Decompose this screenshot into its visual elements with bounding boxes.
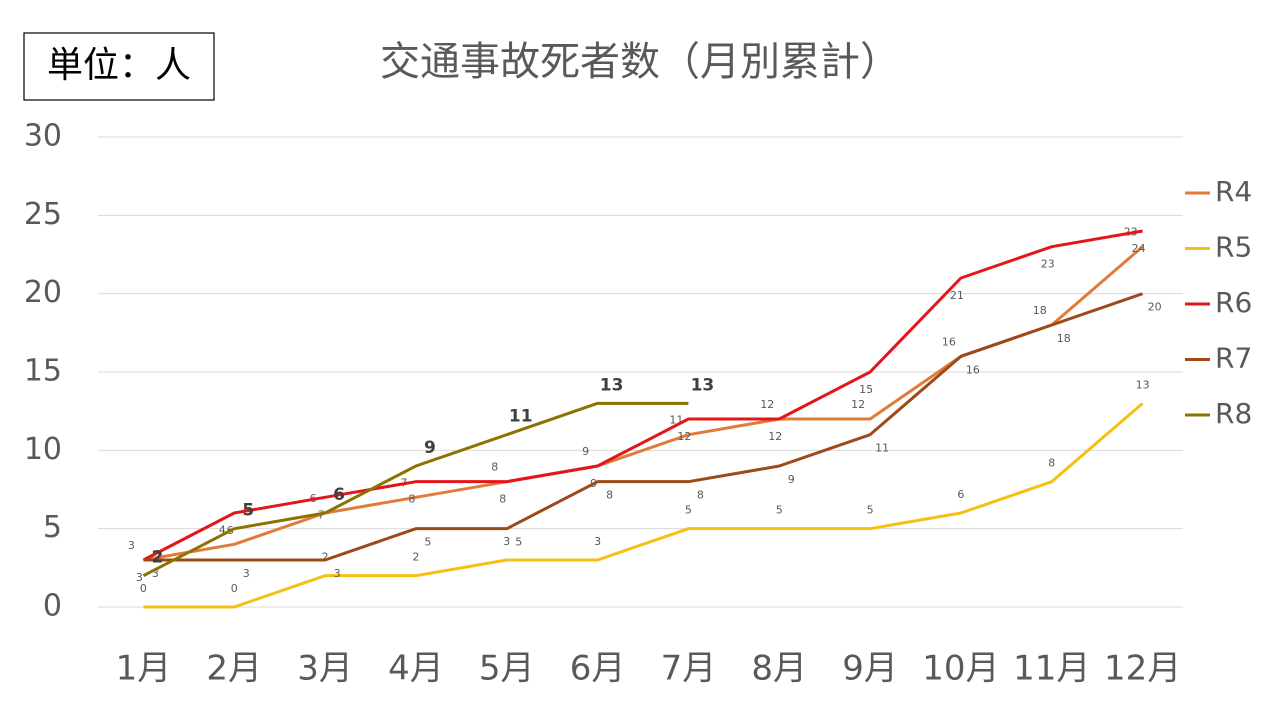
y-tick-label: 20 [24,275,62,310]
y-tick-label: 0 [43,589,62,624]
data-label: 18 [1057,332,1071,345]
data-label: 3 [136,571,143,584]
x-tick-label: 10月 [922,649,999,689]
data-label: 9 [788,473,795,486]
data-label: 2 [412,551,419,564]
x-tick-label: 8月 [751,649,807,689]
data-label: 0 [140,582,147,595]
x-tick-label: 11月 [1013,649,1090,689]
data-label: 3 [128,539,135,552]
unit-box [23,32,215,101]
y-tick-label: 5 [43,510,62,545]
data-label: 8 [606,489,613,502]
data-label: 2 [322,551,329,564]
legend-label: R5 [1215,231,1252,264]
data-label: 5 [776,504,783,517]
series-line [142,401,689,577]
x-tick-label: 3月 [297,649,353,689]
data-label: 23 [1041,258,1055,271]
legend-label: R7 [1215,342,1252,375]
data-label: 13 [691,375,715,395]
x-tick-label: 7月 [661,649,717,689]
x-tick-label: 5月 [479,649,535,689]
unit-label: 単位：人 [47,45,191,86]
x-tick-label: 9月 [842,649,898,689]
data-label: 8 [408,493,415,506]
series-line [142,229,1143,562]
data-label: 0 [231,582,238,595]
data-label: 8 [499,493,506,506]
data-label: 18 [1033,304,1047,317]
legend-label: R4 [1215,175,1252,208]
data-label: 5 [424,536,431,549]
data-label: 5 [685,504,692,517]
data-label: 15 [859,383,873,396]
data-label: 8 [697,489,704,502]
data-label: 8 [491,461,498,474]
data-label: 3 [594,535,601,548]
series-line [143,402,1144,609]
data-label: 12 [768,430,782,443]
y-tick-label: 25 [24,197,62,232]
data-label: 5 [242,501,254,521]
data-label: 3 [503,535,510,548]
data-label: 12 [851,398,865,411]
y-tick-label: 10 [24,432,62,467]
data-label: 12 [677,430,691,443]
y-tick-label: 30 [24,119,62,154]
data-label: 16 [966,363,980,376]
data-label: 3 [243,567,250,580]
x-tick-label: 1月 [116,649,172,689]
data-label: 3 [152,567,159,580]
chart-title: 交通事故死者数（月別累計） [380,39,900,85]
data-label: 5 [515,536,522,549]
data-label: 20 [1148,301,1162,314]
x-tick-label: 12月 [1104,649,1181,689]
data-label: 24 [1132,242,1146,255]
data-label: 5 [867,504,874,517]
data-label: 13 [600,375,624,395]
data-label: 11 [509,407,533,427]
x-tick-label: 2月 [206,649,262,689]
data-label: 16 [942,335,956,348]
data-label: 6 [333,485,345,505]
data-label: 6 [957,488,964,501]
x-tick-label: 4月 [388,649,444,689]
y-tick-label: 15 [24,354,62,389]
data-label: 11 [875,442,889,455]
data-label: 9 [424,438,436,458]
data-label: 3 [334,567,341,580]
data-label: 2 [151,548,163,568]
x-tick-label: 6月 [570,649,626,689]
legend-label: R8 [1215,397,1252,430]
data-label: 9 [582,445,589,458]
data-label: 21 [950,289,964,302]
data-label: 12 [760,398,774,411]
data-label: 13 [1136,378,1150,391]
data-label: 8 [1048,457,1055,470]
data-label: 4 [219,523,226,536]
legend-label: R6 [1215,286,1252,319]
series-line [143,292,1144,562]
